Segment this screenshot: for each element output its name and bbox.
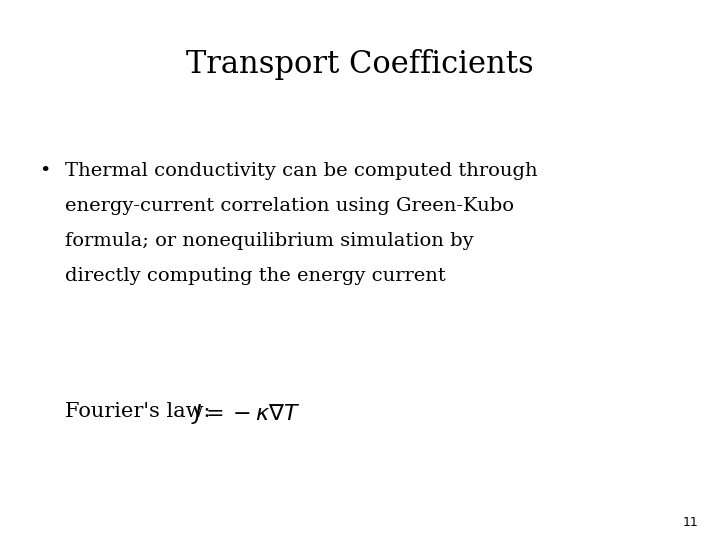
Text: •: •: [40, 162, 51, 180]
Text: 11: 11: [683, 516, 698, 529]
Text: Transport Coefficients: Transport Coefficients: [186, 49, 534, 79]
Text: Fourier's law:: Fourier's law:: [65, 402, 223, 421]
Text: directly computing the energy current: directly computing the energy current: [65, 267, 446, 285]
Text: Thermal conductivity can be computed through: Thermal conductivity can be computed thr…: [65, 162, 537, 180]
Text: energy-current correlation using Green-Kubo: energy-current correlation using Green-K…: [65, 197, 514, 215]
Text: formula; or nonequilibrium simulation by: formula; or nonequilibrium simulation by: [65, 232, 474, 250]
Text: $J = -\kappa\nabla T$: $J = -\kappa\nabla T$: [191, 402, 301, 426]
